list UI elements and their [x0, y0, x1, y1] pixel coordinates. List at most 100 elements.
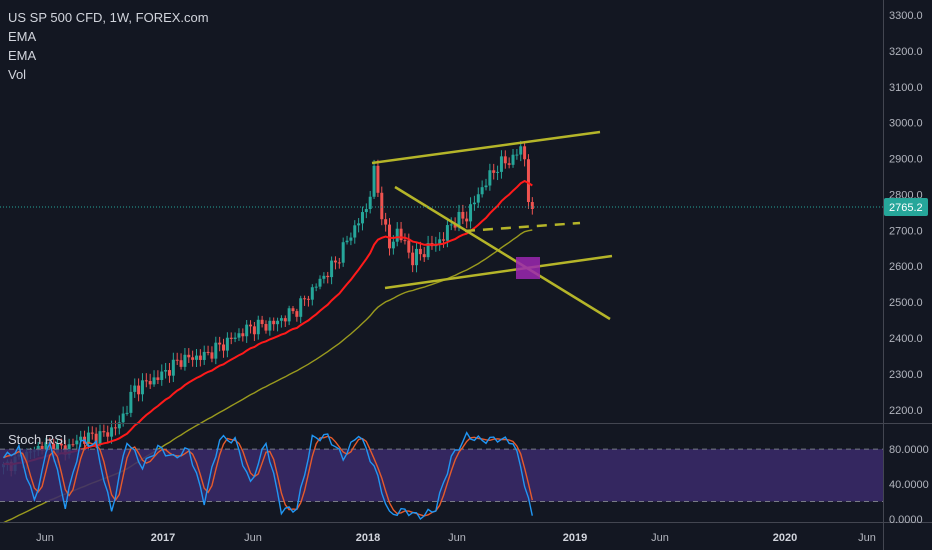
price-tick-label: 2200.0 [889, 405, 923, 417]
candle-body [222, 344, 226, 351]
candle-body [426, 243, 430, 258]
candle-body [368, 196, 372, 210]
candle-body [152, 377, 156, 385]
candle [260, 315, 264, 328]
candle [214, 336, 218, 365]
candle-body [272, 320, 276, 325]
candle [167, 362, 171, 383]
candle-body [453, 224, 457, 228]
candle [303, 295, 307, 306]
candle [279, 315, 283, 328]
symbol-title[interactable]: US SP 500 CFD, 1W, FOREX.com [8, 10, 209, 25]
candle [395, 222, 399, 247]
ema-slow-label[interactable]: EMA [8, 48, 37, 63]
candle [237, 328, 241, 341]
candle-body [129, 391, 133, 413]
candle [137, 378, 141, 402]
volume-label[interactable]: Vol [8, 67, 27, 82]
rsi-tick-label: 80.0000 [889, 444, 929, 456]
candle [499, 150, 503, 179]
candle-body [171, 359, 175, 376]
candle-body [241, 333, 245, 337]
candle-body [503, 156, 507, 164]
stoch-rsi-band [0, 449, 883, 502]
candle-body [318, 278, 322, 287]
candle [71, 438, 75, 447]
candle-body [113, 427, 117, 429]
candle-body [337, 262, 341, 264]
candle-body [457, 211, 461, 228]
candle-body [179, 360, 183, 367]
ema-fast-label[interactable]: EMA [8, 29, 37, 44]
candle [426, 235, 430, 260]
candle-body [484, 185, 488, 188]
candle-body [330, 260, 334, 278]
candle-body [260, 319, 264, 325]
candle-body [469, 204, 473, 222]
candle-body [125, 412, 129, 414]
candle [353, 220, 357, 244]
candle-body [465, 218, 469, 222]
candle [418, 241, 422, 261]
candle-body [144, 380, 148, 382]
candle-body [90, 432, 94, 434]
candle [310, 284, 314, 306]
rsi-tick-label: 0.0000 [889, 514, 923, 526]
candle [256, 315, 260, 340]
candle-body [133, 385, 137, 392]
candle [372, 159, 376, 199]
stoch-rsi-label[interactable]: Stoch RSI [8, 432, 67, 447]
candle-body [326, 275, 330, 278]
candle-body [148, 381, 152, 385]
candle-body [106, 432, 110, 437]
candle-body [403, 240, 407, 242]
candle-body [391, 241, 395, 249]
candle-body [523, 146, 527, 160]
candle-body [480, 187, 484, 195]
candle [268, 317, 272, 336]
price-tick-label: 3200.0 [889, 46, 923, 58]
candle [357, 218, 361, 233]
candle [241, 328, 245, 342]
candle-body [94, 433, 98, 445]
candle [148, 373, 152, 389]
candle-body [71, 444, 75, 446]
candle [175, 352, 179, 365]
candle [195, 349, 198, 368]
price-tick-label: 2900.0 [889, 154, 923, 166]
candle [492, 163, 496, 180]
time-tick-label: 2019 [563, 532, 587, 544]
candle-body [388, 224, 391, 249]
candle-body [229, 337, 233, 339]
highlight-box [516, 257, 540, 279]
time-tick-label: Jun [448, 532, 466, 544]
candle-body [314, 286, 318, 288]
candle-body [438, 239, 442, 245]
channel-upper-trendline [371, 130, 601, 165]
time-tick-label: Jun [651, 532, 669, 544]
channel-lower-trendline [384, 254, 613, 290]
candle-body [526, 159, 530, 203]
stoch-rsi-pane[interactable] [0, 431, 883, 521]
candle [225, 332, 229, 358]
candle [515, 148, 519, 160]
candle-body [195, 355, 198, 360]
candle-body [395, 228, 399, 242]
candle [129, 384, 133, 418]
candle-body [295, 311, 299, 317]
candle-body [287, 308, 291, 322]
candle [526, 154, 530, 209]
candle-body [306, 298, 310, 300]
candle-body [187, 354, 191, 358]
candle [306, 295, 310, 307]
candle-body [183, 354, 187, 367]
candle-body [40, 445, 44, 451]
candle [511, 148, 515, 168]
candle-body [214, 342, 218, 359]
candle [218, 336, 222, 352]
candle-body [476, 194, 480, 203]
candle [283, 315, 287, 327]
candle-body [472, 202, 476, 205]
